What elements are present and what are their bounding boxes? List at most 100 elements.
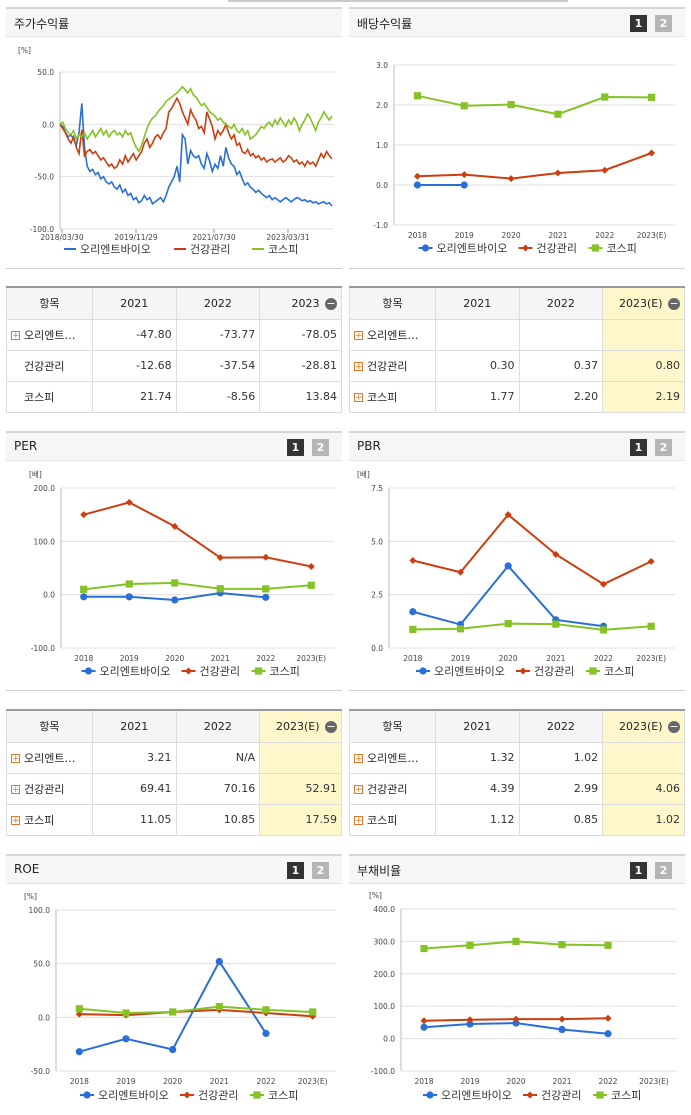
data-point bbox=[507, 175, 515, 183]
expand-icon[interactable]: + bbox=[354, 816, 363, 826]
series-line bbox=[417, 152, 652, 180]
legend-label: 건강관리 bbox=[541, 1089, 581, 1102]
expand-icon[interactable]: + bbox=[11, 816, 20, 826]
collapse-icon[interactable]: − bbox=[325, 296, 337, 310]
row-label-cell[interactable]: + 오리엔트… bbox=[349, 318, 436, 351]
column-header: 2022 bbox=[518, 286, 604, 320]
row-label-cell[interactable]: + 오리엔트… bbox=[6, 741, 93, 774]
panel-header: 주가수익률 bbox=[6, 7, 342, 37]
y-tick-label: 300.0 bbox=[374, 937, 396, 946]
view-2-button[interactable]: 2 bbox=[655, 15, 672, 32]
value-cell: 0.37 bbox=[518, 349, 604, 382]
legend-label: 건강관리 bbox=[190, 243, 230, 256]
x-tick-label: 2023/03/31 bbox=[266, 233, 309, 242]
data-point bbox=[171, 579, 179, 587]
data-point bbox=[75, 1048, 83, 1056]
legend-label: 오리엔트바이오 bbox=[100, 665, 171, 678]
panel-title: PBR bbox=[357, 439, 381, 453]
y-unit-label: [%] bbox=[369, 891, 382, 900]
x-tick-label: 2018 bbox=[403, 654, 422, 663]
roe-chart: [%] 100.0 50.0 0.0 -50.0 2018 2019 2020 2021 2022… bbox=[24, 892, 336, 1102]
row-label-cell[interactable]: + 오리엔트… bbox=[6, 318, 93, 351]
x-tick-label: 2021 bbox=[552, 1077, 571, 1086]
x-tick-label: 2019/11/29 bbox=[114, 233, 157, 242]
view-1-button[interactable]: 1 bbox=[287, 862, 304, 879]
series-line bbox=[83, 501, 312, 568]
data-point bbox=[466, 941, 474, 949]
data-point bbox=[466, 1016, 474, 1024]
expand-icon[interactable]: + bbox=[354, 785, 363, 795]
y-tick-label: -1.0 bbox=[373, 221, 388, 230]
row-label: 오리엔트… bbox=[24, 328, 76, 342]
view-1-button[interactable]: 1 bbox=[630, 15, 647, 32]
view-2-button[interactable]: 2 bbox=[312, 862, 329, 879]
series-line bbox=[59, 96, 333, 170]
data-point bbox=[601, 93, 609, 101]
row-label-cell[interactable]: + 오리엔트… bbox=[349, 741, 436, 774]
y-tick-label: 100.0 bbox=[34, 537, 56, 546]
row-label: 코스피 bbox=[24, 390, 55, 404]
expand-icon[interactable]: + bbox=[354, 393, 363, 403]
expand-icon[interactable]: + bbox=[11, 785, 20, 795]
y-tick-label: 200.0 bbox=[374, 970, 396, 979]
y-tick-label: 50.0 bbox=[37, 68, 54, 77]
data-point bbox=[604, 941, 612, 949]
column-header-label: 항목 bbox=[39, 297, 60, 311]
series-line bbox=[59, 85, 333, 154]
series-line bbox=[412, 564, 604, 628]
y-tick-label: 5.0 bbox=[371, 537, 383, 546]
y-tick-label: 0.0 bbox=[371, 644, 383, 653]
expand-icon[interactable]: + bbox=[354, 362, 363, 372]
table-header-row: 항목 2021 2022 2023(E) − bbox=[349, 709, 685, 743]
panel-header: 부채비율 1 2 bbox=[349, 854, 685, 884]
row-label-cell[interactable]: + 코스피 bbox=[349, 380, 436, 413]
column-header-label: 2021 bbox=[463, 296, 492, 310]
x-tick-label: 2019 bbox=[120, 654, 139, 663]
value-cell: 70.16 bbox=[175, 772, 261, 805]
view-2-button[interactable]: 2 bbox=[312, 439, 329, 456]
data-point bbox=[413, 92, 422, 100]
panel-header: ROE 1 2 bbox=[6, 854, 342, 884]
data-point bbox=[558, 1025, 566, 1034]
collapse-icon[interactable]: − bbox=[668, 719, 680, 733]
view-2-button[interactable]: 2 bbox=[655, 862, 672, 879]
y-tick-label: 0.0 bbox=[42, 120, 54, 129]
data-point bbox=[601, 166, 609, 174]
column-header-label: 2021 bbox=[120, 719, 149, 733]
view-2-button[interactable]: 2 bbox=[655, 439, 672, 456]
series-line bbox=[79, 1005, 313, 1015]
expand-icon[interactable]: + bbox=[354, 331, 363, 341]
row-label-cell[interactable]: + 건강관리 bbox=[349, 349, 436, 382]
dividend-yield-table: 항목 2021 2022 2023(E) − + 오리엔트… + 건강관리 0.30 0.37 0.… bbox=[349, 286, 685, 413]
row-label-cell[interactable]: + 코스피 bbox=[6, 803, 93, 836]
data-point bbox=[460, 181, 468, 189]
data-point bbox=[183, 1091, 191, 1099]
value-cell: 1.02 bbox=[602, 803, 685, 836]
table-row: + 건강관리 0.30 0.37 0.80 bbox=[349, 349, 685, 382]
data-point bbox=[522, 244, 529, 252]
x-tick-label: 2021 bbox=[548, 231, 567, 240]
view-1-button[interactable]: 1 bbox=[630, 862, 647, 879]
data-point bbox=[185, 667, 192, 675]
row-label-cell[interactable]: + 건강관리 bbox=[6, 772, 93, 805]
x-tick-label: 2019 bbox=[451, 654, 470, 663]
data-point bbox=[75, 1005, 83, 1013]
view-1-button[interactable]: 1 bbox=[630, 439, 647, 456]
panel-title: 부채비율 bbox=[357, 864, 402, 878]
row-label-cell[interactable]: + 코스피 bbox=[349, 803, 436, 836]
series-line bbox=[79, 959, 267, 1053]
row-label-cell[interactable]: + 건강관리 bbox=[349, 772, 436, 805]
view-1-button[interactable]: 1 bbox=[287, 439, 304, 456]
pbr-table: 항목 2021 2022 2023(E) − + 오리엔트… 1.32 1.02 + 건강관리 4.… bbox=[349, 709, 685, 836]
row-label: 코스피 bbox=[367, 390, 398, 404]
data-point bbox=[504, 562, 512, 570]
expand-icon[interactable]: + bbox=[354, 754, 363, 764]
table-row: + 코스피 1.77 2.20 2.19 bbox=[349, 380, 685, 413]
collapse-icon[interactable]: − bbox=[668, 296, 680, 310]
expand-icon[interactable]: + bbox=[11, 331, 20, 341]
pbr-panel: PBR 1 2 [배] 7.5 5.0 2.5 0.0 2018 2019 2020 2021 2… bbox=[349, 431, 685, 693]
data-point bbox=[420, 1023, 428, 1031]
column-header: 2023(E) − bbox=[602, 709, 685, 743]
collapse-icon[interactable]: − bbox=[325, 719, 337, 733]
expand-icon[interactable]: + bbox=[11, 754, 20, 764]
